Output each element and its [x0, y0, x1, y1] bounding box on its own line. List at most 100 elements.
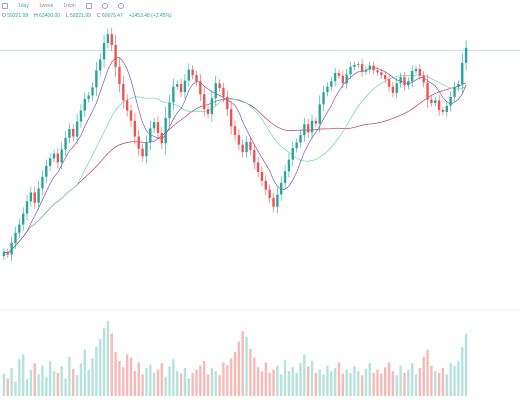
volume-bar — [206, 374, 210, 396]
candle-body — [125, 100, 129, 111]
volume-bar — [79, 363, 83, 396]
candle-body — [164, 118, 167, 144]
interval-1week[interactable]: 1week — [38, 3, 54, 9]
volume-bar — [68, 356, 71, 396]
candle-body — [345, 74, 348, 84]
volume-bar — [264, 362, 268, 396]
volume-bar — [149, 364, 152, 396]
candle-body — [330, 81, 333, 87]
settings-icon[interactable] — [101, 3, 108, 9]
candle-body — [387, 79, 391, 87]
candle-body — [287, 159, 291, 172]
ohlc-close: C 60675.47 — [96, 13, 123, 19]
candle-body — [75, 121, 79, 137]
candle-body — [449, 96, 452, 106]
volume-bar — [199, 365, 202, 396]
volume-bar — [37, 374, 40, 396]
interval-dropdown-icon[interactable] — [2, 3, 8, 9]
volume-bar — [137, 362, 140, 396]
volume-bar — [18, 359, 21, 396]
candle-body — [2, 251, 6, 257]
candle-body — [187, 69, 190, 81]
volume-bar — [152, 372, 156, 396]
volume-bar — [272, 369, 275, 396]
candle-body — [349, 66, 352, 75]
candle-body — [341, 75, 345, 84]
candle-body — [206, 109, 210, 114]
candle-body — [21, 213, 25, 225]
ohlc-low: L 59221.99 — [66, 13, 91, 19]
volume-bar — [29, 369, 33, 396]
volume-bar — [64, 378, 67, 396]
candle-body — [280, 182, 283, 195]
candle-body — [333, 73, 337, 82]
gear-icon[interactable] — [117, 3, 124, 9]
candle-body — [102, 43, 106, 60]
volume-bar — [306, 366, 310, 396]
volume-bar — [395, 375, 398, 396]
volume-bar — [233, 352, 237, 396]
volume-bar — [72, 368, 75, 396]
candle-body — [322, 92, 325, 105]
candle-body — [152, 122, 156, 129]
volume-bar — [237, 341, 241, 396]
candle-body — [241, 144, 244, 153]
volume-bar — [280, 374, 283, 396]
candle-body — [303, 124, 306, 136]
candle-body — [357, 64, 360, 65]
volume-bar — [333, 368, 337, 396]
candle-body — [226, 96, 229, 110]
volume-bar — [253, 357, 256, 396]
candle-body — [434, 100, 437, 104]
ma-fast-line — [3, 57, 467, 254]
volume-bar — [164, 376, 167, 396]
volume-bar — [449, 363, 452, 396]
volume-bar — [364, 368, 368, 396]
volume-bar — [195, 369, 198, 396]
volume-bar — [437, 372, 441, 396]
volume-bar — [222, 362, 225, 396]
candle-body — [95, 70, 98, 88]
volume-bar — [210, 368, 214, 396]
candle-body — [353, 64, 356, 67]
candle-body — [87, 95, 90, 99]
volume-bar — [457, 360, 460, 396]
candle-body — [310, 120, 314, 133]
volume-bar — [380, 373, 383, 396]
volume-bar — [133, 371, 137, 396]
candle-body — [110, 34, 113, 46]
candle-body — [183, 80, 187, 93]
volume-bar — [426, 349, 429, 396]
candle-body — [464, 47, 468, 63]
volume-bar — [179, 373, 183, 396]
volume-bar — [160, 363, 164, 396]
candle-body — [48, 158, 52, 166]
volume-bar — [441, 368, 445, 396]
candle-body — [14, 232, 17, 243]
candle-body — [114, 45, 117, 67]
volume-bar — [349, 372, 352, 396]
candle-body — [199, 81, 202, 95]
volume-bar — [60, 366, 63, 396]
candle-body — [256, 162, 260, 172]
candle-body — [445, 105, 449, 112]
volume-bar — [341, 373, 345, 396]
interval-1mon[interactable]: 1mon — [63, 3, 76, 9]
chart-type-icon[interactable] — [85, 3, 92, 9]
volume-bar — [6, 378, 9, 396]
candle-body — [318, 104, 321, 124]
candle-body — [168, 102, 171, 119]
candle-body — [133, 120, 137, 137]
volume-bar — [330, 371, 333, 396]
candle-body — [99, 59, 102, 71]
candle-body — [33, 192, 36, 203]
volume-bar — [106, 320, 110, 396]
candle-body — [179, 83, 183, 93]
candle-body — [156, 122, 160, 134]
volume-bar — [75, 375, 79, 396]
candle-body — [283, 171, 287, 183]
interval-1day[interactable]: 1day — [18, 3, 29, 9]
volume-bar — [276, 365, 279, 396]
volume-bar — [414, 374, 418, 396]
